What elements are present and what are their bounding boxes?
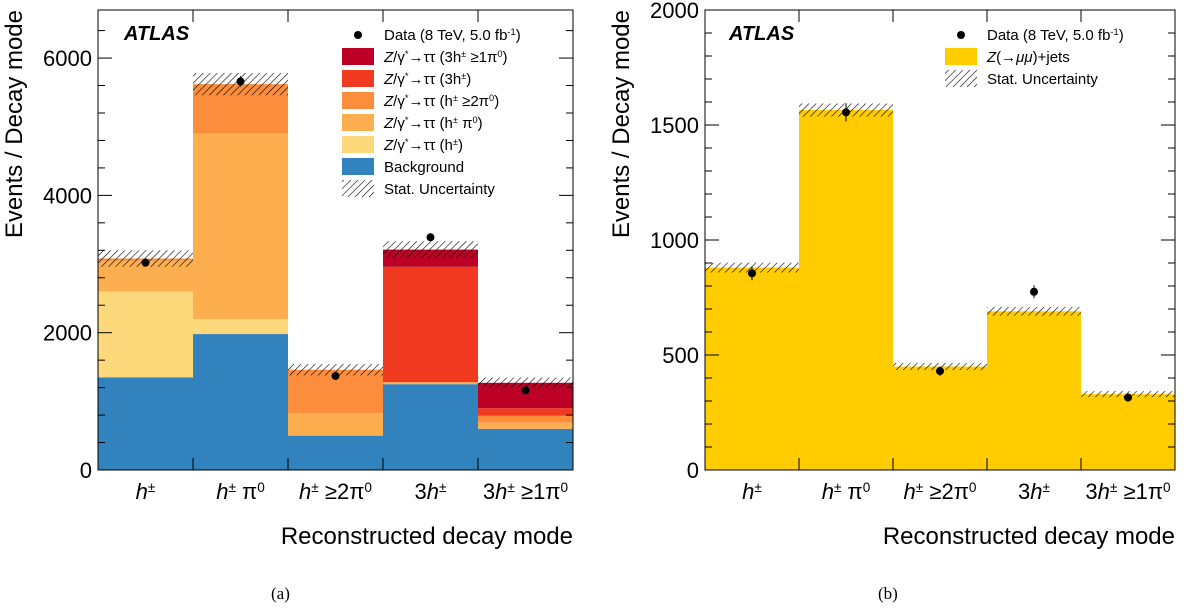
legend-entry-2: Z/γ*→ττ (3h±) — [383, 71, 471, 88]
legend: Data (8 TeV, 5.0 fb-1) Z(→μμ)+jets Stat. U… — [945, 27, 1124, 88]
x-tick-label-0: h± — [742, 479, 762, 504]
bar-0-series-0 — [98, 377, 193, 470]
legend-entry-0: Data (8 TeV, 5.0 fb-1) — [987, 27, 1124, 44]
caption-a: (a) — [271, 584, 290, 603]
uncertainty-band-3 — [987, 306, 1081, 316]
legend-entry-1: Z/γ*→ττ (3h± ≥1π0) — [383, 49, 508, 66]
experiment-label: ATLAS — [728, 23, 795, 45]
bar-1-series-0 — [193, 334, 288, 470]
uncertainty-band-0 — [98, 250, 193, 267]
bar-1-series-0 — [799, 110, 893, 471]
y-tick-label-0: 0 — [80, 458, 92, 483]
legend-entry-5: Z/γ*→ττ (h±) — [383, 137, 463, 154]
bar-4-series-0 — [1081, 394, 1175, 470]
legend: Data (8 TeV, 5.0 fb-1) Z/γ*→ττ (3h± ≥1π0)… — [342, 27, 521, 198]
bar-0-series-1 — [98, 291, 193, 378]
bar-4-series-4 — [478, 408, 573, 416]
data-point-4 — [521, 386, 530, 395]
data-point-1 — [236, 77, 245, 86]
legend-swatch-hatch — [342, 180, 374, 197]
y-tick-label-2: 4000 — [43, 183, 92, 208]
y-tick-label-0: 0 — [687, 458, 699, 483]
bar-1-series-1 — [193, 318, 288, 335]
plot-frame — [97, 9, 574, 471]
legend-swatch-5 — [342, 136, 374, 153]
x-tick-label-1: h± π0 — [822, 479, 871, 504]
x-tick-label-1: h± π0 — [216, 479, 265, 504]
x-tick-label-0: h± — [136, 479, 156, 504]
x-axis-title: Reconstructed decay mode — [281, 523, 573, 550]
bar-3-series-4 — [383, 266, 478, 383]
data-point-3 — [1030, 287, 1038, 296]
data-point-0 — [748, 269, 756, 278]
x-tick-label-2: h± ≥2π0 — [299, 479, 372, 504]
legend-swatch-1 — [945, 48, 977, 65]
data-point-4 — [1124, 393, 1132, 402]
y-tick-label-3: 1500 — [650, 113, 699, 138]
uncertainty-band-3 — [383, 241, 478, 259]
bar-2-series-2 — [288, 413, 383, 436]
x-tick-label-2: h± ≥2π0 — [904, 479, 977, 504]
legend-swatch-6 — [342, 158, 374, 175]
y-tick-label-3: 6000 — [43, 46, 92, 71]
bar-4-series-0 — [478, 428, 573, 470]
y-axis-title: Events / Decay mode — [1, 10, 28, 238]
legend-swatch-hatch — [945, 70, 977, 87]
data-point-1 — [842, 108, 850, 117]
legend-entry-0: Data (8 TeV, 5.0 fb-1) — [384, 27, 521, 44]
legend-entry-2: Stat. Uncertainty — [987, 71, 1098, 88]
data-point-2 — [936, 367, 944, 376]
legend-swatch-2 — [342, 70, 374, 87]
bar-1-series-2 — [193, 133, 288, 319]
y-tick-label-1: 500 — [662, 343, 699, 368]
bar-2-series-0 — [893, 366, 987, 470]
x-tick-label-4: 3h± ≥1π0 — [1085, 479, 1171, 504]
legend-entry-7: Stat. Uncertainty — [384, 181, 495, 198]
legend-entry-4: Z/γ*→ττ (h± π0) — [383, 115, 483, 132]
caption-b: (b) — [878, 584, 898, 603]
legend-marker-data — [957, 31, 965, 39]
x-tick-label-3: 3h± — [1018, 479, 1051, 504]
data-point-3 — [426, 233, 435, 242]
bar-3-series-0 — [987, 311, 1081, 470]
x-tick-label-4: 3h± ≥1π0 — [483, 479, 569, 504]
chart-panel-1: 0 500 1000 1500 2000 h± h± π0 h± ≥2π0 3h± 3h± ≥1π… — [608, 0, 1176, 550]
data-point-2 — [331, 371, 340, 380]
uncertainty-band-4 — [478, 377, 573, 389]
legend-entry-6: Background — [384, 159, 464, 176]
legend-swatch-4 — [342, 114, 374, 131]
bar-0-series-0 — [705, 267, 799, 470]
bar-3-series-0 — [383, 384, 478, 470]
legend-entry-3: Z/γ*→ττ (h± ≥2π0) — [383, 93, 499, 110]
data-point-0 — [141, 258, 150, 267]
x-axis-title: Reconstructed decay mode — [883, 523, 1175, 550]
legend-entry-1: Z(→μμ)+jets — [986, 49, 1070, 66]
y-axis-title: Events / Decay mode — [608, 10, 635, 238]
legend-swatch-3 — [342, 92, 374, 109]
chart-panel-0: 0 2000 4000 6000 h± h± π0 h± ≥2π0 3h± 3h± ≥1π0 Re… — [1, 9, 574, 550]
y-tick-label-1: 2000 — [43, 321, 92, 346]
bar-4-series-3 — [478, 415, 573, 423]
bar-2-series-0 — [288, 435, 383, 470]
legend-swatch-1 — [342, 48, 374, 65]
legend-marker-data — [354, 31, 362, 39]
x-tick-label-3: 3h± — [415, 479, 448, 504]
bar-3-series-2 — [383, 382, 478, 385]
y-tick-label-4: 2000 — [650, 0, 699, 23]
experiment-label: ATLAS — [123, 23, 190, 45]
bar-4-series-2 — [478, 422, 573, 429]
uncertainty-band-2 — [288, 364, 383, 376]
y-tick-label-2: 1000 — [650, 228, 699, 253]
